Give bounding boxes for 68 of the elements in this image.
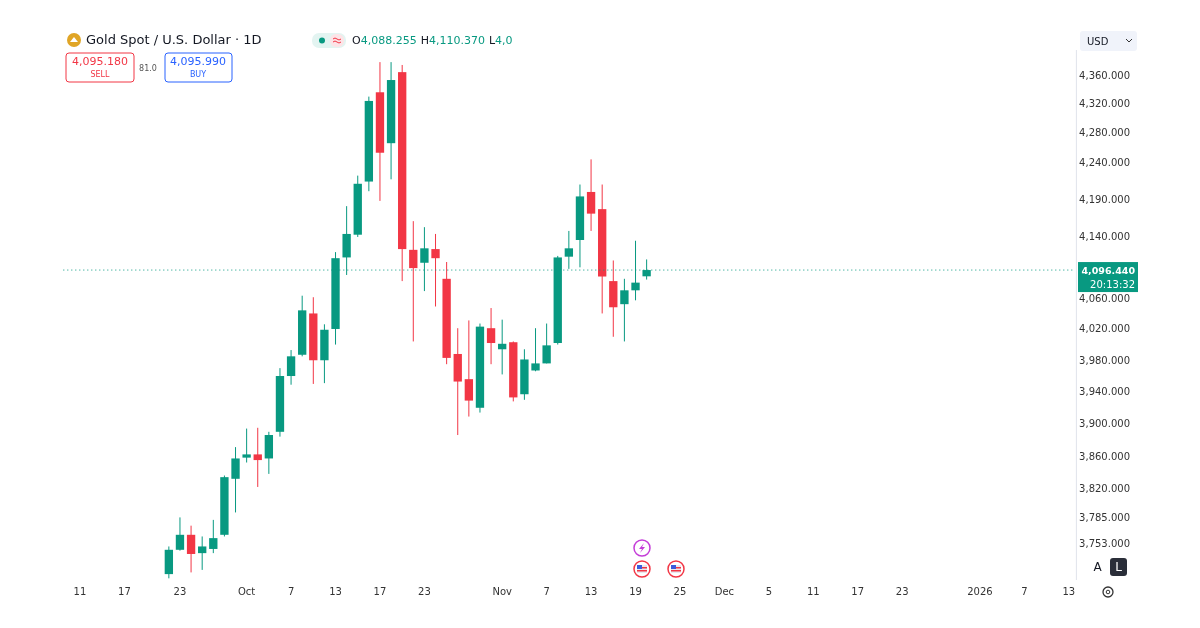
text: L <box>1115 560 1123 574</box>
candlestick <box>486 307 496 365</box>
x-tick-label: 17 <box>118 586 131 597</box>
x-tick-label: 13 <box>584 586 598 597</box>
candlestick <box>242 428 251 464</box>
y-tick-label: 4,060.000 <box>1079 292 1130 304</box>
candlestick <box>564 230 574 270</box>
candlestick <box>231 446 240 513</box>
candlestick <box>409 220 418 342</box>
candlestick <box>175 516 185 552</box>
candlestick <box>209 519 218 554</box>
candlestick <box>464 319 474 418</box>
x-tick-label: 11 <box>806 586 820 597</box>
candlestick <box>198 535 207 571</box>
y-tick-label: 4,240.000 <box>1079 156 1130 168</box>
x-tick-label: 2026 <box>967 586 993 597</box>
x-tick-label: 23 <box>418 586 431 597</box>
text: 20:13:32 <box>1090 278 1135 290</box>
y-tick-label: 3,900.000 <box>1079 418 1130 430</box>
candlestick <box>531 327 540 372</box>
ref-line-label: 4,096.440 <box>1081 265 1136 277</box>
x-tick-label: 23 <box>895 586 909 597</box>
x-tick-label: Nov <box>492 586 513 597</box>
candlestick <box>586 158 596 232</box>
annotation: SELL <box>90 70 111 79</box>
x-tick-label: Oct <box>237 586 256 597</box>
text: O4,088.255 <box>352 34 417 47</box>
x-tick-label: 7 <box>287 586 295 597</box>
y-tick-label: 4,320.000 <box>1079 98 1130 110</box>
x-tick-label: Dec <box>714 586 735 597</box>
annotation: 4,095.180 <box>72 55 128 68</box>
x-tick-label: 11 <box>73 586 87 597</box>
y-tick-label: 3,860.000 <box>1079 450 1130 462</box>
x-tick-label: 17 <box>851 586 865 597</box>
x-tick-label: 7 <box>543 586 550 597</box>
y-tick-label: 4,360.000 <box>1079 69 1130 81</box>
annotation: 81.0 <box>139 64 157 73</box>
text: A <box>1093 560 1103 574</box>
x-tick-label: 13 <box>1062 586 1076 597</box>
x-tick-label: 23 <box>173 586 187 597</box>
y-tick-label: 3,820.000 <box>1079 483 1130 495</box>
x-tick-label: 25 <box>673 586 687 597</box>
text: L4,0 <box>488 34 513 47</box>
candlestick <box>542 323 551 364</box>
x-tick-label: 5 <box>765 586 773 597</box>
x-tick-label: 7 <box>1021 586 1028 597</box>
y-tick-label: 3,753.000 <box>1079 538 1130 550</box>
candlestick <box>186 525 196 573</box>
x-tick-label: 19 <box>629 586 642 597</box>
text: USD <box>1087 36 1109 47</box>
text: H4,110.370 <box>420 34 485 47</box>
candlestick <box>620 278 629 342</box>
y-tick-label: 4,140.000 <box>1079 231 1130 243</box>
candlestick <box>253 427 262 488</box>
y-tick-label: 4,190.000 <box>1079 193 1130 205</box>
chart-title: Gold Spot / U.S. Dollar · 1D <box>86 32 262 47</box>
candlestick <box>286 349 296 386</box>
x-tick-label: 17 <box>373 586 387 597</box>
x-tick-label: 13 <box>329 586 342 597</box>
annotation: BUY <box>189 70 207 79</box>
y-tick-label: 3,980.000 <box>1079 354 1130 366</box>
y-tick-label: 4,020.000 <box>1079 323 1130 335</box>
y-tick-label: 4,280.000 <box>1079 127 1130 139</box>
candlestick <box>264 431 274 475</box>
y-tick-label: 3,940.000 <box>1079 386 1130 398</box>
candlestick <box>431 233 440 307</box>
y-tick-label: 3,785.000 <box>1079 511 1130 523</box>
annotation: 4,095.990 <box>170 55 226 68</box>
